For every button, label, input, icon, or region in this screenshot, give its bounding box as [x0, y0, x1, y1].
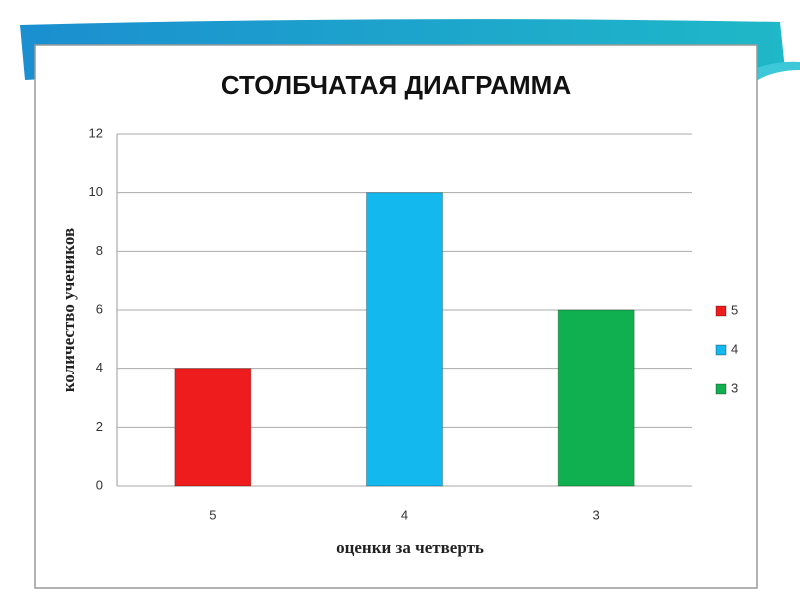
legend-label: 5 — [731, 302, 738, 317]
bar — [174, 368, 252, 487]
x-tick-label: 4 — [401, 507, 408, 522]
legend-swatch — [715, 383, 727, 395]
y-tick-label: 12 — [89, 125, 103, 140]
x-axis-label: оценки за четверть — [336, 538, 484, 557]
y-tick-label: 4 — [96, 360, 103, 375]
y-tick-label: 10 — [89, 184, 103, 199]
legend-swatch — [715, 305, 727, 317]
x-tick-label: 5 — [209, 507, 216, 522]
y-axis-label: количество учеников — [59, 228, 78, 392]
y-tick-label: 0 — [96, 477, 103, 492]
bar — [366, 192, 443, 487]
x-tick-label: 3 — [593, 507, 600, 522]
chart-title: СТОЛБЧАТАЯ ДИАГРАММА — [221, 70, 571, 100]
y-tick-label: 8 — [96, 243, 103, 258]
legend-label: 4 — [731, 341, 738, 356]
y-tick-label: 2 — [96, 419, 103, 434]
y-tick-label: 6 — [96, 301, 103, 316]
legend-swatch — [715, 344, 727, 356]
legend-label: 3 — [731, 380, 738, 395]
bar — [557, 309, 635, 487]
